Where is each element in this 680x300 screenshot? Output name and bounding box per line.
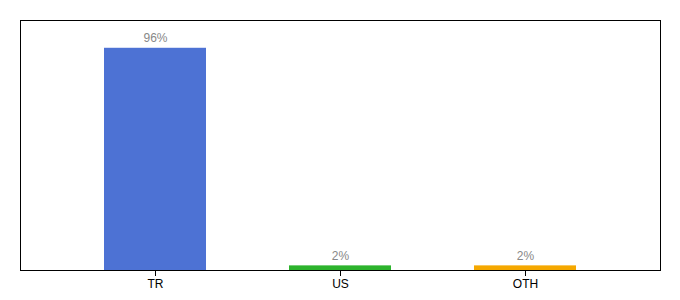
svg-text:TR: TR: [148, 277, 164, 291]
svg-text:OTH: OTH: [513, 277, 538, 291]
svg-text:2%: 2%: [332, 249, 350, 263]
svg-text:96%: 96%: [143, 31, 167, 45]
svg-text:US: US: [332, 277, 349, 291]
svg-text:2%: 2%: [517, 249, 535, 263]
